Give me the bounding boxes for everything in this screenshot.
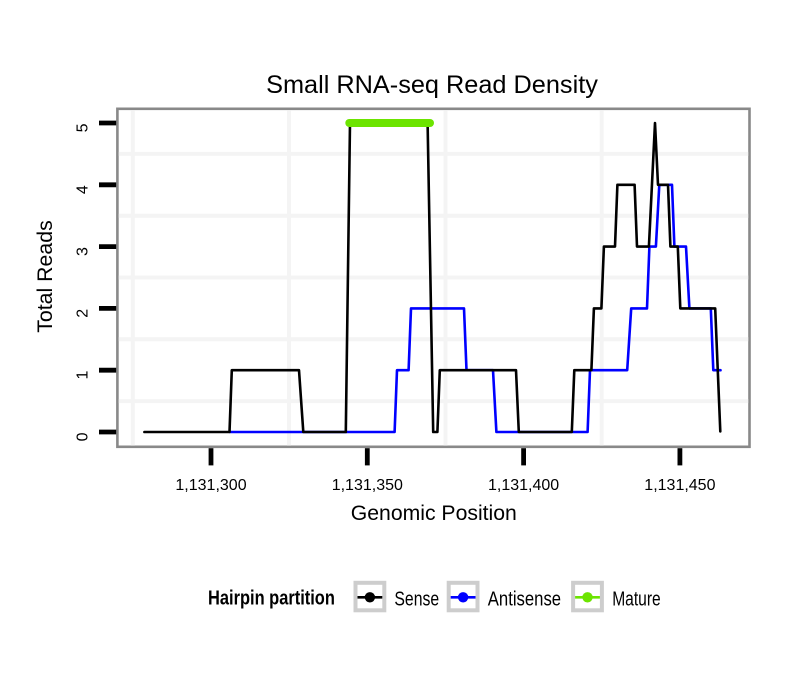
svg-text:Hairpin partition: Hairpin partition: [208, 586, 335, 609]
svg-text:Antisense: Antisense: [488, 587, 561, 610]
svg-text:1,131,350: 1,131,350: [332, 477, 403, 494]
svg-text:2: 2: [75, 309, 92, 318]
svg-text:3: 3: [75, 247, 92, 256]
svg-text:Mature: Mature: [612, 588, 661, 610]
svg-text:4: 4: [75, 185, 92, 194]
svg-text:1,131,450: 1,131,450: [644, 477, 715, 494]
svg-text:5: 5: [75, 123, 92, 132]
svg-text:1: 1: [75, 371, 92, 380]
svg-text:1,131,300: 1,131,300: [175, 477, 246, 494]
svg-text:Total Reads: Total Reads: [33, 220, 57, 332]
svg-text:1,131,400: 1,131,400: [488, 477, 559, 494]
svg-text:Genomic Position: Genomic Position: [351, 502, 517, 525]
svg-text:Sense: Sense: [394, 588, 439, 610]
svg-text:0: 0: [75, 432, 92, 441]
svg-text:Small RNA-seq Read Density: Small RNA-seq Read Density: [266, 71, 598, 99]
